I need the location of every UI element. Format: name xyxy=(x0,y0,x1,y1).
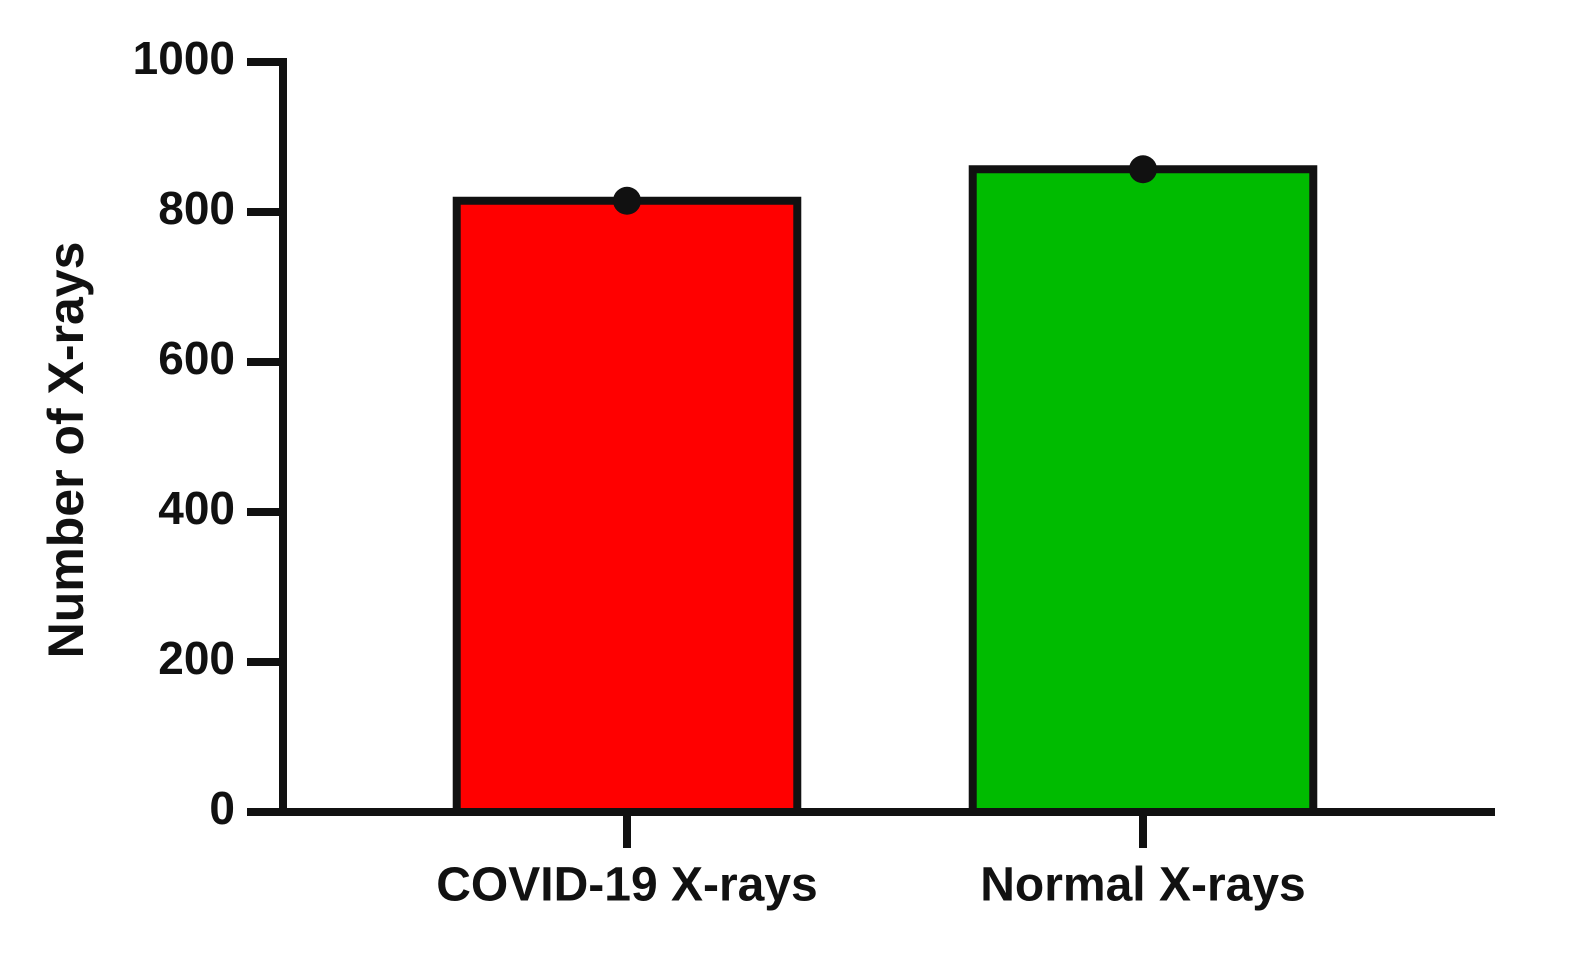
y-tick-label: 200 xyxy=(158,632,235,684)
x-tick-label: Normal X-rays xyxy=(980,859,1305,912)
y-tick-label: 600 xyxy=(158,332,235,384)
y-tick-label: 1000 xyxy=(133,32,235,84)
data-point xyxy=(1129,155,1157,184)
bar xyxy=(968,165,1318,816)
y-tick-label: 0 xyxy=(209,782,235,834)
data-point xyxy=(613,186,641,215)
bar xyxy=(452,196,802,816)
y-tick-label: 800 xyxy=(158,182,235,234)
y-axis-title: Number of X-rays xyxy=(38,242,94,659)
x-tick-label: COVID-19 X-rays xyxy=(436,859,818,912)
y-tick-label: 400 xyxy=(158,482,235,534)
